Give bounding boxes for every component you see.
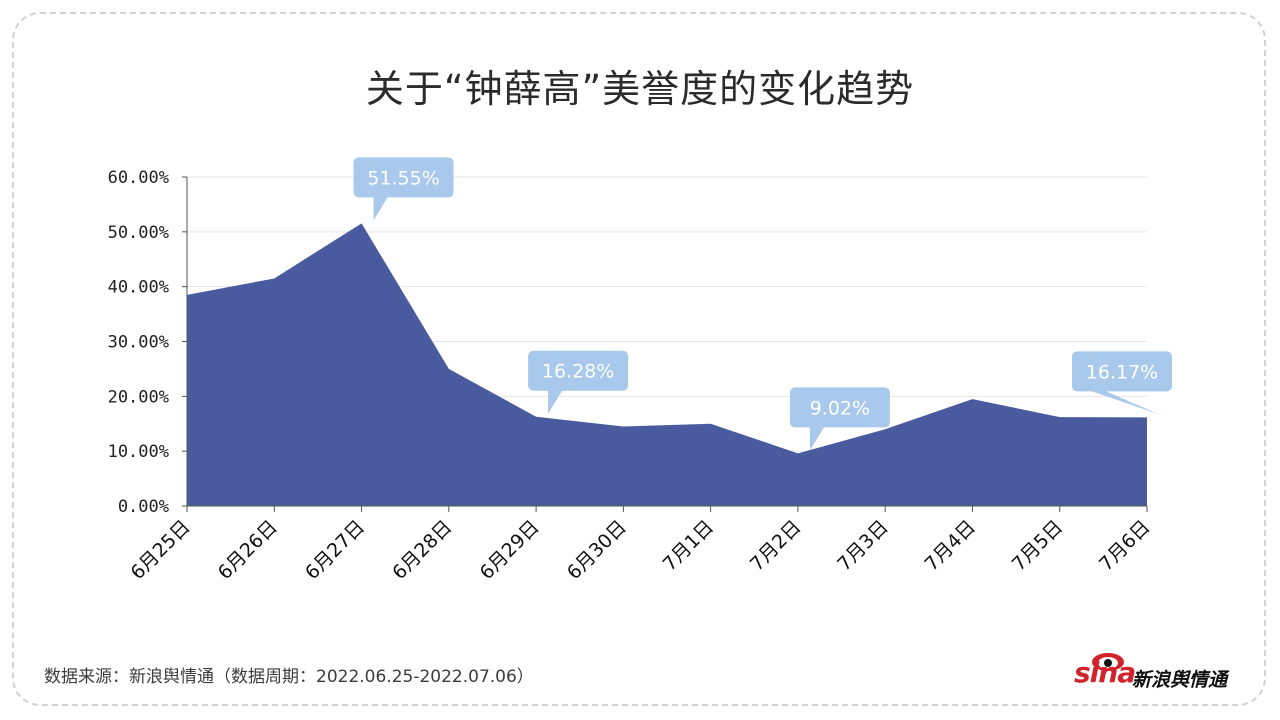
data-callout-label: 51.55% xyxy=(367,167,439,189)
area-series xyxy=(187,223,1147,506)
y-tick-label: 20.00% xyxy=(108,387,169,407)
x-tick-label: 6月26日 xyxy=(214,516,282,584)
chart-title: 关于“钟薛高”美誉度的变化趋势 xyxy=(365,67,915,111)
x-tick-label: 7月6日 xyxy=(1095,516,1155,576)
y-tick-label: 10.00% xyxy=(108,442,169,462)
data-source-note: 数据来源：新浪舆情通（数据周期：2022.06.25-2022.07.06） xyxy=(44,667,534,687)
data-callout-label: 16.28% xyxy=(542,361,614,383)
y-tick-label: 50.00% xyxy=(108,223,169,243)
data-callout-label: 16.17% xyxy=(1086,361,1158,383)
x-tick-label: 7月3日 xyxy=(833,516,893,576)
x-tick-label: 7月2日 xyxy=(746,516,806,576)
y-tick-label: 30.00% xyxy=(108,333,169,353)
x-tick-label: 6月29日 xyxy=(476,516,544,584)
y-tick-label: 0.00% xyxy=(118,497,169,517)
x-tick-label: 6月28日 xyxy=(388,516,456,584)
data-callout-label: 9.02% xyxy=(810,397,870,419)
x-tick-label: 7月5日 xyxy=(1008,516,1068,576)
eye-logo-icon xyxy=(1092,653,1124,671)
x-tick-label: 7月4日 xyxy=(920,516,980,576)
x-tick-label: 7月1日 xyxy=(659,516,719,576)
data-callout-bubble xyxy=(528,350,629,414)
data-callout-bubble xyxy=(1072,351,1172,415)
card-frame xyxy=(12,12,1266,706)
logo-sina-text: sina xyxy=(1074,656,1136,689)
data-callout-bubble xyxy=(789,387,890,451)
logo-brand-text: 新浪舆情通 xyxy=(1132,669,1228,691)
x-tick-label: 6月30日 xyxy=(563,516,631,584)
x-tick-label: 6月25日 xyxy=(126,516,194,584)
data-callout-bubble xyxy=(353,157,454,221)
sina-logo: sina 新浪舆情通 xyxy=(1074,650,1244,694)
x-tick-label: 6月27日 xyxy=(301,516,369,584)
y-tick-label: 40.00% xyxy=(108,278,169,298)
y-tick-label: 60.00% xyxy=(108,168,169,188)
